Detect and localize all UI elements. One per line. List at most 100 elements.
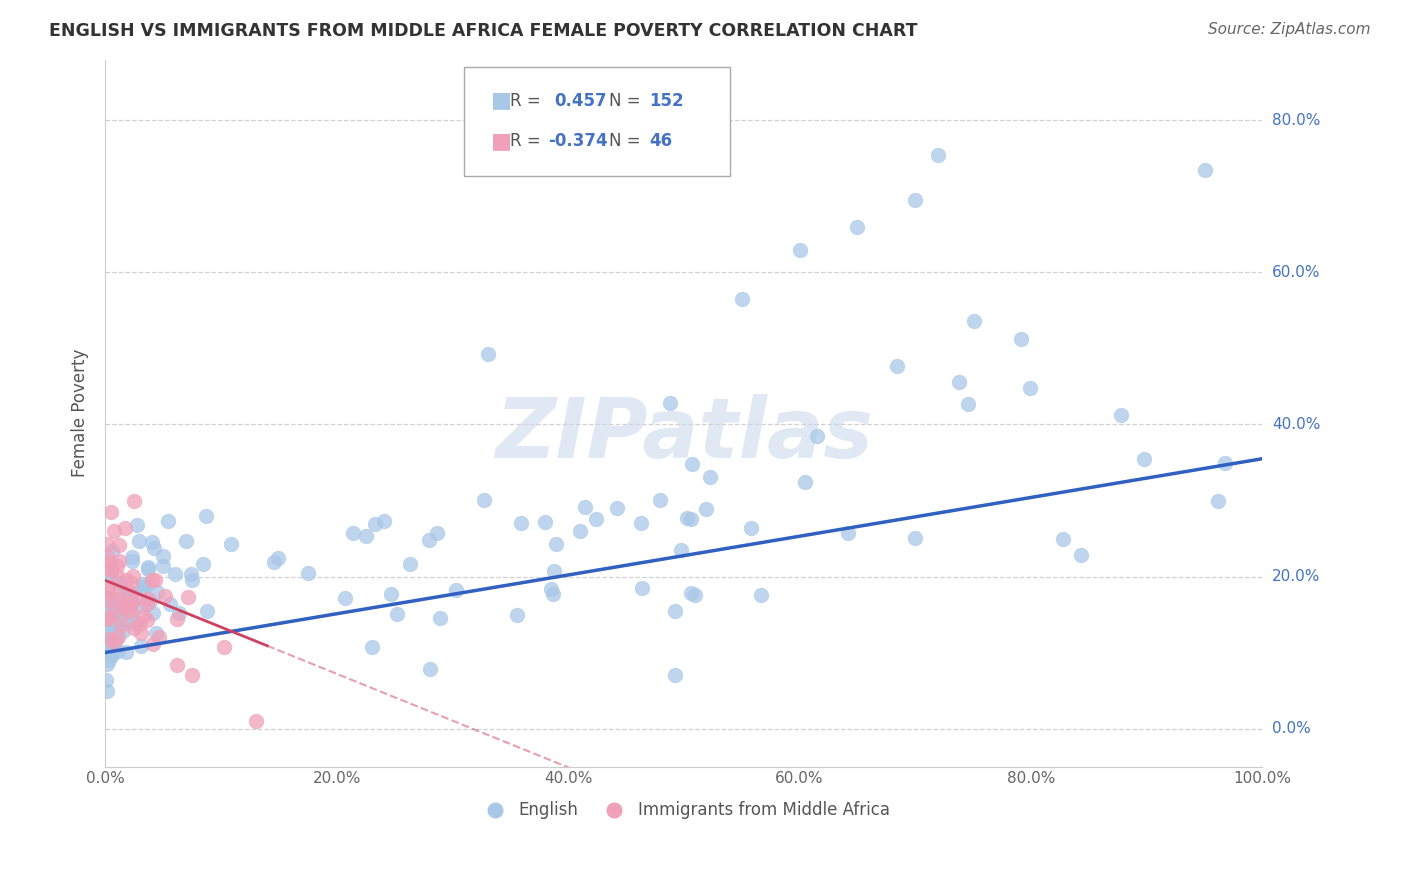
- Point: [166, 612, 188, 626]
- Point: [96, 607, 118, 622]
- Point: [219, 536, 242, 550]
- Point: [1010, 332, 1032, 346]
- Text: R =: R =: [510, 132, 541, 150]
- Point: [96, 560, 118, 574]
- Point: [128, 534, 150, 549]
- Point: [749, 588, 772, 602]
- Point: [142, 637, 165, 651]
- Point: [129, 599, 152, 614]
- Point: [146, 585, 169, 599]
- Point: [107, 585, 129, 599]
- Point: [101, 599, 124, 614]
- Point: [96, 657, 118, 671]
- Point: [107, 604, 129, 618]
- Point: [333, 591, 356, 606]
- Point: [631, 582, 654, 596]
- Point: [96, 606, 118, 620]
- Point: [107, 643, 129, 657]
- Point: [155, 590, 177, 604]
- Point: [108, 554, 131, 568]
- Point: [297, 566, 319, 581]
- Point: [103, 605, 125, 619]
- Point: [541, 587, 564, 601]
- Point: [110, 618, 132, 632]
- Point: [115, 574, 138, 588]
- Point: [96, 644, 118, 658]
- Point: [105, 599, 128, 614]
- Point: [540, 582, 562, 596]
- Point: [648, 493, 671, 508]
- Point: [115, 591, 138, 605]
- Point: [122, 493, 145, 508]
- Point: [96, 558, 118, 573]
- Point: [105, 624, 128, 639]
- Point: [141, 535, 163, 549]
- Point: [360, 640, 382, 654]
- Point: [143, 541, 166, 555]
- Point: [794, 475, 817, 489]
- Point: [104, 628, 127, 642]
- Point: [96, 549, 118, 563]
- Point: [97, 595, 120, 609]
- Point: [176, 533, 198, 548]
- Point: [195, 509, 218, 524]
- Point: [105, 613, 128, 627]
- Point: [114, 521, 136, 535]
- Text: 20.0%: 20.0%: [1272, 569, 1320, 584]
- Point: [152, 558, 174, 573]
- Point: [103, 624, 125, 638]
- Text: ■: ■: [491, 131, 512, 151]
- Point: [683, 588, 706, 602]
- Point: [135, 598, 157, 612]
- Point: [100, 648, 122, 662]
- Text: 46: 46: [650, 132, 672, 150]
- Point: [444, 583, 467, 598]
- Point: [121, 554, 143, 568]
- Point: [426, 525, 449, 540]
- Point: [120, 596, 142, 610]
- Point: [96, 683, 118, 698]
- Point: [100, 626, 122, 640]
- Point: [806, 429, 828, 443]
- Point: [120, 602, 142, 616]
- Point: [245, 714, 267, 728]
- Point: [121, 594, 143, 608]
- Text: 80.0%: 80.0%: [1272, 113, 1320, 128]
- Point: [98, 613, 121, 627]
- Point: [506, 607, 529, 622]
- Point: [363, 517, 385, 532]
- Point: [112, 588, 135, 602]
- Point: [124, 621, 146, 635]
- Point: [546, 536, 568, 550]
- Point: [103, 607, 125, 622]
- Point: [419, 662, 441, 676]
- Point: [679, 511, 702, 525]
- Point: [138, 562, 160, 576]
- Point: [104, 640, 127, 655]
- Point: [100, 566, 122, 580]
- Point: [136, 560, 159, 574]
- Point: [380, 587, 402, 601]
- Point: [104, 632, 127, 647]
- Point: [100, 618, 122, 632]
- Point: [96, 590, 118, 604]
- Point: [159, 597, 181, 611]
- Point: [121, 596, 143, 610]
- Text: N =: N =: [609, 92, 640, 110]
- Point: [105, 569, 128, 583]
- Point: [136, 592, 159, 607]
- Point: [191, 557, 214, 571]
- Point: [120, 576, 142, 591]
- Point: [533, 515, 555, 529]
- Text: -0.374: -0.374: [548, 132, 607, 150]
- Point: [100, 563, 122, 577]
- Point: [157, 514, 180, 528]
- Text: 152: 152: [650, 92, 683, 110]
- Point: [957, 397, 980, 411]
- Point: [124, 591, 146, 605]
- Point: [108, 602, 131, 616]
- Text: N =: N =: [609, 132, 640, 150]
- Point: [120, 588, 142, 602]
- Point: [111, 598, 134, 612]
- Point: [699, 469, 721, 483]
